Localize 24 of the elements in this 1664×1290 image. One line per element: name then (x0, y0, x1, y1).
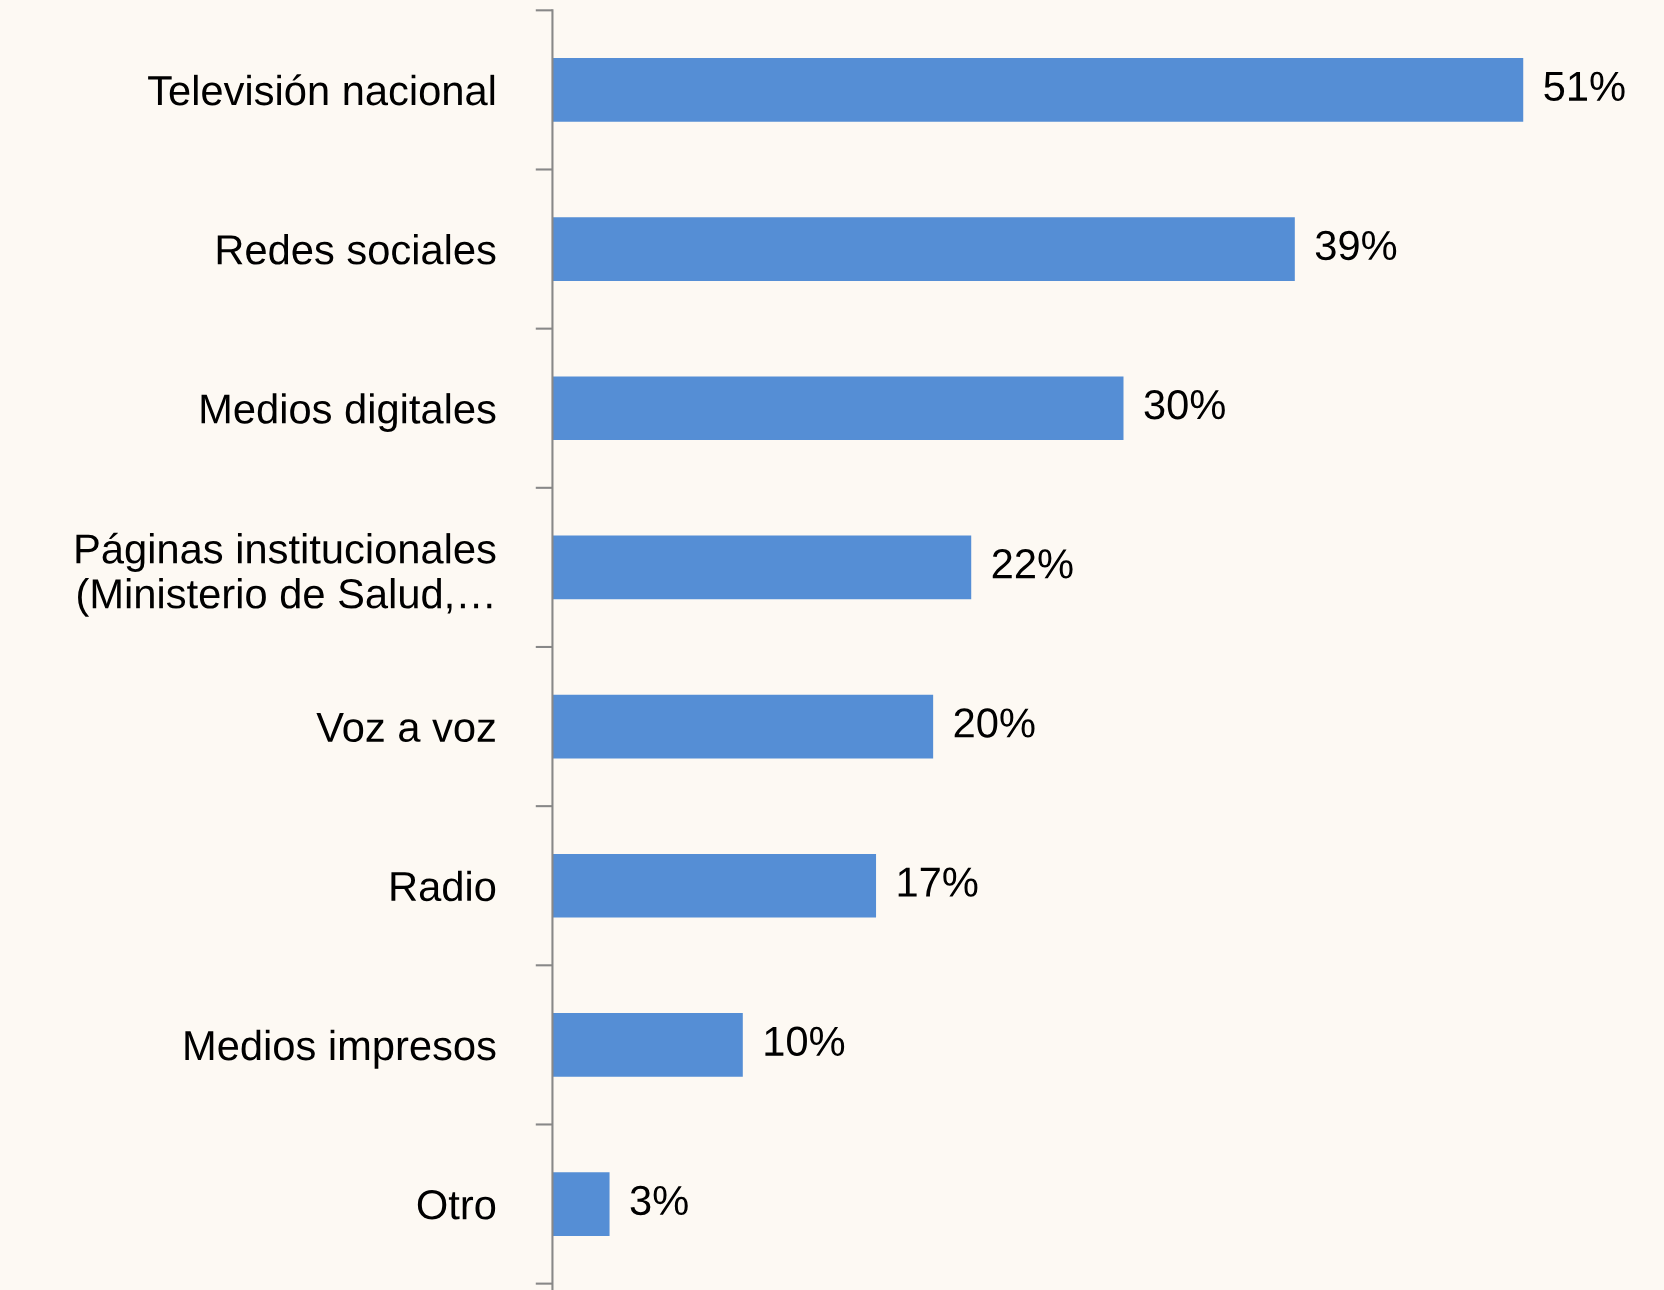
data-label: 20% (954, 708, 1035, 738)
data-label: 30% (1144, 389, 1225, 420)
y-tick-label: Medios digitales (201, 393, 496, 432)
data-label: 22% (992, 549, 1073, 579)
data-label: 17% (898, 867, 978, 897)
y-tick-label: Redes sociales (217, 233, 496, 265)
data-label: 51% (1544, 71, 1625, 102)
bar (552, 853, 877, 918)
data-label: 10% (765, 1026, 845, 1057)
bar (552, 58, 1524, 122)
y-tick-label: Medios impresos (185, 1029, 496, 1069)
bar (552, 1172, 610, 1236)
y-tick-label: Televisión nacional (148, 74, 495, 106)
y-tick-label: Radio (391, 870, 496, 902)
bar (552, 376, 1124, 441)
y-tick-label: Otro (417, 1190, 496, 1220)
data-label: 3% (630, 1185, 688, 1216)
bar (552, 694, 934, 759)
y-tick-label: Voz a voz (316, 712, 495, 743)
bar (552, 217, 1295, 281)
data-label: 39% (1315, 230, 1397, 261)
bar (552, 535, 972, 600)
bar (552, 1013, 743, 1077)
y-tick-label: Páginas institucionales (Ministerio de Salud,… (76, 532, 496, 617)
